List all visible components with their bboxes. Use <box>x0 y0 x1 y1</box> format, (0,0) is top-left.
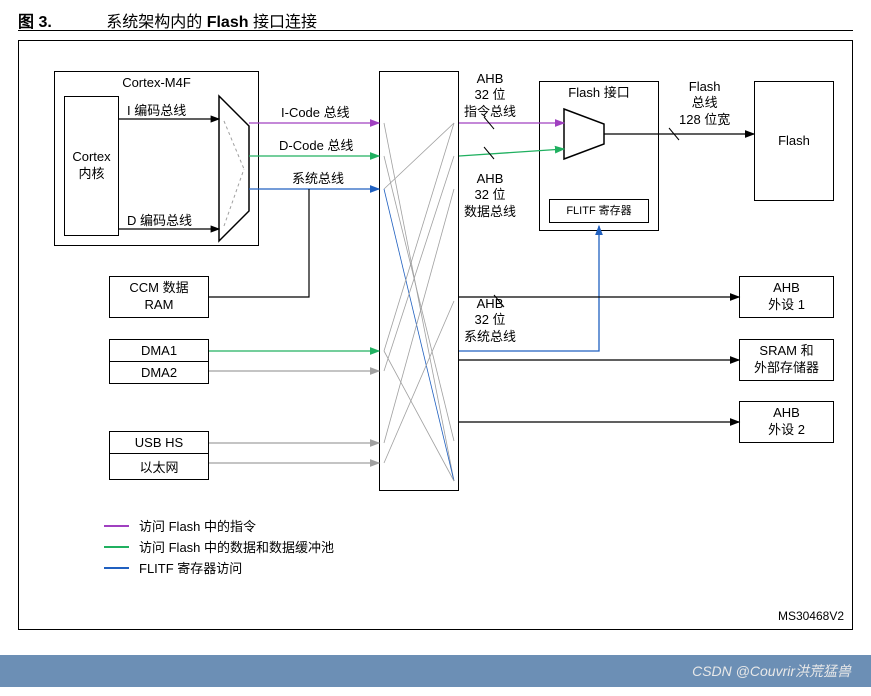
dma-box: DMA1 DMA2 <box>109 339 209 384</box>
ahb-instr-label: AHB 32 位 指令总线 <box>464 71 516 120</box>
watermark-footer: CSDN @Couvrir洪荒猛兽 <box>0 655 871 687</box>
cortex-core-box: Cortex 内核 <box>64 96 119 236</box>
ccm-ram-box: CCM 数据 RAM <box>109 276 209 318</box>
sram-l1: SRAM 和 <box>759 343 813 360</box>
usbhs-label: USB HS <box>110 432 208 454</box>
cortex-core-l2: 内核 <box>78 166 104 183</box>
usb-eth-box: USB HS 以太网 <box>109 431 209 480</box>
legend-l3: FLITF 寄存器访问 <box>139 558 242 577</box>
flash-if-label: Flash 接口 <box>568 85 629 102</box>
flash-label: Flash <box>778 133 810 150</box>
flash-bus-l1: Flash <box>689 79 721 94</box>
flitf-l1: FLITF <box>566 204 595 218</box>
sram-box: SRAM 和 外部存储器 <box>739 339 834 381</box>
ahb-p2-l1: AHB <box>773 405 800 422</box>
dcode-label: D-Code 总线 <box>279 138 353 154</box>
dma1-label: DMA1 <box>110 340 208 362</box>
ahb-instr-l1: AHB <box>477 71 504 86</box>
figure-title-text: 系统架构内的 Flash 接口连接 <box>106 14 317 31</box>
ahb-data-l2: 32 位 <box>474 187 505 202</box>
legend-row-1: 访问 Flash 中的指令 <box>104 516 334 535</box>
ahb-instr-l2: 32 位 <box>474 87 505 102</box>
ahb-p1-l1: AHB <box>773 280 800 297</box>
ahb-periph1-box: AHB 外设 1 <box>739 276 834 318</box>
figure-title: 图 3. 系统架构内的 Flash 接口连接 <box>18 8 317 32</box>
legend-row-3: FLITF 寄存器访问 <box>104 558 334 577</box>
ahb-instr-l3: 指令总线 <box>464 104 516 119</box>
figure-label: 图 3. <box>18 14 52 31</box>
flash-bus-l2: 总线 <box>692 95 718 110</box>
ahb-sys-l3: 系统总线 <box>464 329 516 344</box>
flitf-reg-box: FLITF 寄存器 <box>549 199 649 223</box>
d-bus-internal-label: D 编码总线 <box>127 213 192 229</box>
ccm-l1: CCM 数据 <box>129 280 188 297</box>
icode-label: I-Code 总线 <box>281 105 350 121</box>
legend-seg-green <box>104 546 129 548</box>
i-bus-internal-label: I 编码总线 <box>127 103 186 119</box>
footer-text: CSDN @Couvrir洪荒猛兽 <box>692 661 851 681</box>
ahb-sys-label: AHB 32 位 系统总线 <box>464 296 516 345</box>
eth-label: 以太网 <box>110 454 208 479</box>
ahb-p1-l2: 外设 1 <box>768 297 805 314</box>
legend-seg-blue <box>104 567 129 569</box>
sram-l2: 外部存储器 <box>754 360 819 377</box>
legend-seg-purple <box>104 525 129 527</box>
sysbus-label: 系统总线 <box>292 171 344 187</box>
cortex-core-l1: Cortex <box>72 149 110 166</box>
flash-box: Flash <box>754 81 834 201</box>
flash-bus-label: Flash 总线 128 位宽 <box>679 79 730 128</box>
legend-l1: 访问 Flash 中的指令 <box>139 516 256 535</box>
title-underline <box>18 30 853 31</box>
ahb-sys-l1: AHB <box>477 296 504 311</box>
ahb-sys-l2: 32 位 <box>474 312 505 327</box>
diagram-frame: Cortex-M4F Cortex 内核 I 编码总线 D 编码总线 CCM 数… <box>18 40 853 630</box>
ms-id: MS30468V2 <box>778 609 844 623</box>
legend: 访问 Flash 中的指令 访问 Flash 中的数据和数据缓冲池 FLITF … <box>104 516 334 579</box>
ahb-data-label: AHB 32 位 数据总线 <box>464 171 516 220</box>
legend-row-2: 访问 Flash 中的数据和数据缓冲池 <box>104 537 334 556</box>
ahb-data-l1: AHB <box>477 171 504 186</box>
dma2-label: DMA2 <box>110 362 208 383</box>
ccm-l2: RAM <box>145 297 174 314</box>
cortex-m4f-label: Cortex-M4F <box>122 75 191 92</box>
legend-l2: 访问 Flash 中的数据和数据缓冲池 <box>139 537 334 556</box>
ahb-p2-l2: 外设 2 <box>768 422 805 439</box>
bus-matrix <box>379 71 459 491</box>
flitf-l2: 寄存器 <box>599 204 632 218</box>
ahb-periph2-box: AHB 外设 2 <box>739 401 834 443</box>
flash-bus-l3: 128 位宽 <box>679 112 730 127</box>
ahb-data-l3: 数据总线 <box>464 204 516 219</box>
